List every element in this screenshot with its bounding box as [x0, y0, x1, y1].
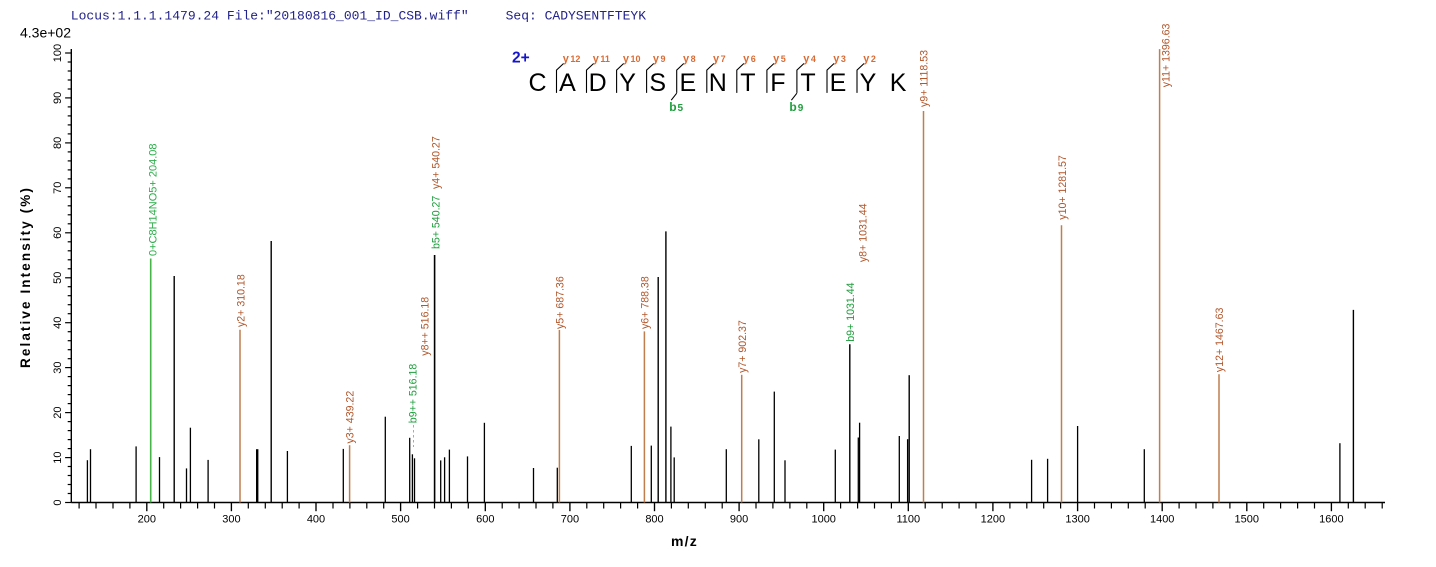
svg-text:500: 500 — [391, 514, 409, 526]
svg-text:y12: y 12 — [563, 53, 581, 65]
svg-text:b5+ 540.27: b5+ 540.27 — [431, 196, 443, 249]
svg-text:y12+ 1467.63: y12+ 1467.63 — [1214, 307, 1226, 372]
svg-text:D: D — [589, 69, 607, 97]
svg-text:0+C8H14NO5+ 204.08: 0+C8H14NO5+ 204.08 — [147, 143, 159, 256]
svg-text:y2+ 310.18: y2+ 310.18 — [235, 274, 247, 327]
svg-text:600: 600 — [476, 514, 494, 526]
svg-text:b9: b9 — [789, 100, 803, 114]
svg-text:E: E — [830, 69, 847, 97]
svg-text:4.3e+02: 4.3e+02 — [20, 25, 71, 41]
svg-text:70: 70 — [52, 182, 64, 194]
svg-text:1400: 1400 — [1150, 514, 1174, 526]
svg-text:y9+ 1118.53: y9+ 1118.53 — [919, 50, 931, 107]
svg-text:200: 200 — [138, 514, 156, 526]
svg-text:C: C — [528, 69, 546, 97]
svg-text:1300: 1300 — [1065, 514, 1089, 526]
svg-text:b5: b5 — [669, 100, 683, 114]
svg-text:E: E — [679, 69, 696, 97]
svg-text:40: 40 — [52, 317, 64, 329]
svg-text:y8+ 1031.44: y8+ 1031.44 — [857, 203, 869, 262]
svg-text:y7+ 902.37: y7+ 902.37 — [737, 320, 749, 373]
svg-text:A: A — [559, 69, 576, 97]
svg-text:y3+ 439.22: y3+ 439.22 — [345, 391, 357, 444]
svg-text:900: 900 — [730, 514, 748, 526]
svg-text:Seq: CADYSENTFTEYK: Seq: CADYSENTFTEYK — [506, 9, 647, 24]
svg-text:T: T — [740, 69, 755, 97]
svg-text:y6+ 788.38: y6+ 788.38 — [640, 276, 652, 329]
svg-text:2+: 2+ — [512, 50, 530, 67]
svg-text:10: 10 — [52, 451, 64, 463]
svg-text:y8++ 516.18: y8++ 516.18 — [419, 297, 431, 356]
svg-text:y4+ 540.27: y4+ 540.27 — [431, 136, 443, 189]
svg-text:300: 300 — [222, 514, 240, 526]
svg-text:90: 90 — [52, 92, 64, 104]
svg-text:700: 700 — [561, 514, 579, 526]
svg-text:S: S — [649, 69, 666, 97]
svg-text:Locus:1.1.1.1479.24 File:"2018: Locus:1.1.1.1479.24 File:"20180816_001_I… — [71, 9, 469, 24]
svg-text:30: 30 — [52, 361, 64, 373]
svg-text:Y: Y — [860, 69, 877, 97]
svg-text:1100: 1100 — [896, 514, 920, 526]
svg-text:Y: Y — [619, 69, 636, 97]
svg-text:1500: 1500 — [1235, 514, 1259, 526]
svg-text:b9++ 516.18: b9++ 516.18 — [408, 364, 420, 424]
svg-text:100: 100 — [52, 44, 64, 62]
svg-text:1200: 1200 — [981, 514, 1005, 526]
svg-text:b9+ 1031.44: b9+ 1031.44 — [845, 282, 857, 341]
svg-text:y11: y 11 — [593, 53, 610, 65]
svg-text:y10+ 1281.57: y10+ 1281.57 — [1057, 155, 1069, 220]
svg-text:F: F — [770, 69, 785, 97]
svg-text:0: 0 — [52, 499, 64, 505]
svg-text:y11+ 1396.63: y11+ 1396.63 — [1161, 23, 1173, 87]
svg-text:y10: y 10 — [623, 53, 641, 65]
svg-text:60: 60 — [52, 227, 64, 239]
svg-text:80: 80 — [52, 137, 64, 149]
svg-text:T: T — [800, 69, 815, 97]
svg-text:400: 400 — [307, 514, 325, 526]
svg-text:1600: 1600 — [1319, 514, 1343, 526]
svg-text:50: 50 — [52, 272, 64, 284]
svg-text:1000: 1000 — [811, 514, 835, 526]
svg-text:K: K — [890, 69, 907, 97]
svg-text:m/z: m/z — [671, 533, 698, 549]
svg-text:20: 20 — [52, 406, 64, 418]
svg-text:Relative Intensity (%): Relative Intensity (%) — [18, 186, 33, 368]
svg-text:800: 800 — [645, 514, 663, 526]
svg-text:y5+ 687.36: y5+ 687.36 — [555, 276, 567, 329]
svg-text:N: N — [709, 69, 727, 97]
